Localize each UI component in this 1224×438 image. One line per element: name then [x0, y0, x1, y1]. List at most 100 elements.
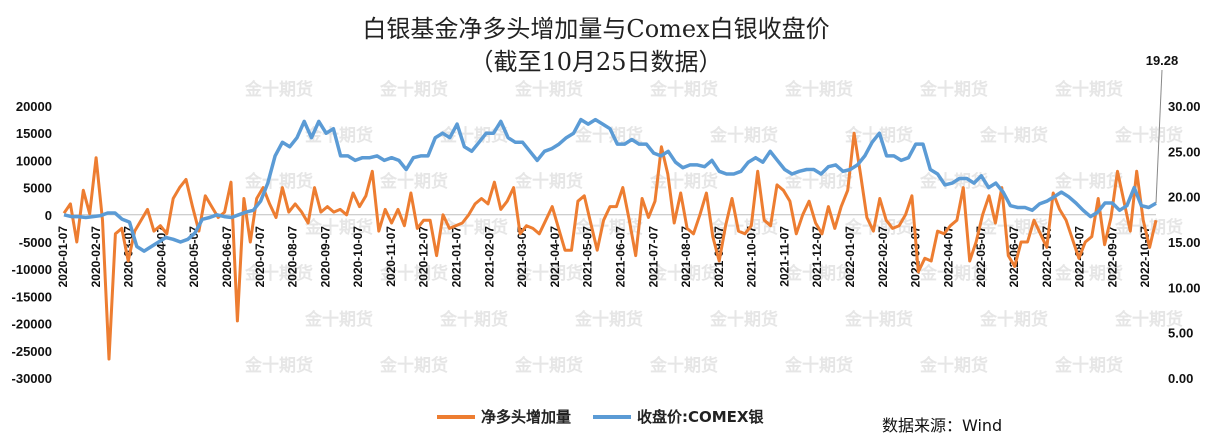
y-left-tick-label: 20000: [16, 99, 52, 114]
watermark-text: 金十期货: [244, 355, 313, 376]
x-tick-label: 2020-01-07: [56, 226, 70, 288]
watermark-text: 金十期货: [244, 171, 313, 192]
watermark-text: 金十期货: [844, 309, 913, 330]
watermark-text: 金十期货: [574, 309, 643, 330]
legend-label-net-long: 净多头增加量: [481, 408, 571, 426]
y-right-tick-label: 5.00: [1168, 326, 1193, 341]
watermark-text: 金十期货: [514, 355, 583, 376]
chart-subtitle: （截至10月25日数据）: [469, 48, 722, 76]
watermark-text: 金十期货: [244, 263, 313, 284]
watermark-text: 金十期货: [379, 263, 448, 284]
y-right-tick-label: 30.00: [1168, 99, 1201, 114]
y-left-tick-label: -20000: [12, 317, 52, 332]
series-line-close-price: [63, 117, 1157, 253]
y-left-tick-label: -15000: [12, 289, 52, 304]
watermark-text: 金十期货: [919, 79, 988, 100]
watermark-text: 金十期货: [1054, 263, 1123, 284]
y-left-tick-label: -30000: [12, 371, 52, 386]
callout-label: 19.28: [1146, 53, 1179, 68]
y-right-tick-label: 10.00: [1168, 280, 1201, 295]
watermark-text: 金十期货: [304, 217, 373, 238]
watermark-text: 金十期货: [844, 217, 913, 238]
watermark-text: 金十期货: [784, 79, 853, 100]
x-tick-label: 2020-10-07: [351, 226, 365, 288]
x-tick-label: 2021-06-07: [613, 226, 627, 288]
x-tick-label: 2021-01-07: [450, 226, 464, 288]
x-tick-label: 2020-08-07: [286, 226, 300, 288]
left-axis: 20000 15000 10000 5000 0 -5000 -10000 -15000 -20…: [12, 99, 52, 386]
y-left-tick-label: 15000: [16, 126, 52, 141]
x-tick-label: 2022-02-07: [876, 226, 890, 288]
x-tick-label: 2021-07-07: [646, 226, 660, 288]
series-layer: [62, 117, 1158, 361]
legend-label-close: 收盘价:COMEX银: [637, 408, 764, 426]
watermark-text: 金十期货: [379, 79, 448, 100]
watermark-text: 金十期货: [1054, 79, 1123, 100]
watermark-text: 金十期货: [304, 309, 373, 330]
x-tick-label: 2022-01-07: [843, 226, 857, 288]
y-left-tick-label: 0: [45, 208, 52, 223]
watermark-text: 金十期货: [649, 79, 718, 100]
x-tick-label: 2020-11-07: [384, 226, 398, 287]
y-right-tick-label: 0.00: [1168, 371, 1193, 386]
x-tick-label: 2021-10-07: [745, 226, 759, 288]
y-right-tick-label: 20.00: [1168, 190, 1201, 205]
watermark-text: 金十期货: [439, 309, 508, 330]
y-left-tick-label: -5000: [19, 235, 52, 250]
x-tick-label: 2020-12-07: [417, 226, 431, 288]
watermark-text: 金十期货: [514, 171, 583, 192]
watermark-text: 金十期货: [649, 263, 718, 284]
watermark-text: 金十期货: [244, 79, 313, 100]
x-tick-label: 2021-08-07: [679, 226, 693, 288]
right-axis: 30.00 25.00 20.00 15.00 10.00 5.00 0.00: [1168, 99, 1201, 386]
x-tick-label: 2022-09-07: [1105, 226, 1119, 288]
watermark-text: 金十期货: [1114, 309, 1183, 330]
watermark-text: 金十期货: [919, 263, 988, 284]
x-tick-label: 2021-02-07: [482, 226, 496, 288]
x-tick-label: 2022-06-07: [1007, 226, 1021, 288]
x-axis: 2020-01-07 2020-02-07 2020-03-07 2020-04-07…: [56, 226, 1152, 288]
watermark-text: 金十期货: [979, 309, 1048, 330]
watermark-text: 金十期货: [979, 125, 1048, 146]
y-right-tick-label: 15.00: [1168, 235, 1201, 250]
watermark-text: 金十期货: [709, 309, 778, 330]
x-tick-label: 2020-06-07: [220, 226, 234, 288]
watermark-text: 金十期货: [1054, 355, 1123, 376]
legend: 净多头增加量 收盘价:COMEX银: [437, 408, 764, 426]
y-left-tick-label: -10000: [12, 262, 52, 277]
x-tick-label: 2020-07-07: [253, 226, 267, 288]
x-tick-label: 2022-04-07: [941, 226, 955, 288]
watermark-text: 金十期货: [919, 355, 988, 376]
y-left-tick-label: 5000: [23, 181, 52, 196]
watermark-text: 金十期货: [649, 171, 718, 192]
chart-title: 白银基金净多头增加量与Comex白银收盘价: [362, 15, 829, 43]
x-tick-label: 2021-04-07: [548, 226, 562, 288]
watermark-text: 金十期货: [784, 263, 853, 284]
x-tick-label: 2021-03-07: [515, 226, 529, 288]
watermark-text: 金十期货: [1114, 125, 1183, 146]
watermark-text: 金十期货: [379, 171, 448, 192]
watermark-text: 金十期货: [574, 125, 643, 146]
y-left-tick-label: 10000: [16, 153, 52, 168]
watermark-text: 金十期货: [379, 355, 448, 376]
watermark-text: 金十期货: [709, 125, 778, 146]
x-tick-label: 2021-05-07: [581, 226, 595, 288]
y-right-tick-label: 25.00: [1168, 144, 1201, 159]
watermark-text: 金十期货: [1054, 171, 1123, 192]
x-tick-label: 2020-09-07: [318, 226, 332, 288]
watermark-text: 金十期货: [439, 217, 508, 238]
watermark-text: 金十期货: [784, 171, 853, 192]
watermark-text: 金十期货: [514, 79, 583, 100]
watermark-text: 金十期货: [784, 355, 853, 376]
source-note: 数据来源：Wind: [882, 416, 1002, 435]
x-tick-label: 2020-05-07: [187, 226, 201, 288]
x-tick-label: 2021-11-07: [777, 226, 791, 287]
watermark-text: 金十期货: [304, 125, 373, 146]
watermark-text: 金十期货: [439, 125, 508, 146]
callout-leader-line: [1155, 69, 1163, 204]
watermark-text: 金十期货: [649, 355, 718, 376]
x-tick-label: 2020-02-07: [89, 226, 103, 288]
watermark-text: 金十期货: [514, 263, 583, 284]
x-tick-label: 2021-12-07: [810, 226, 824, 288]
